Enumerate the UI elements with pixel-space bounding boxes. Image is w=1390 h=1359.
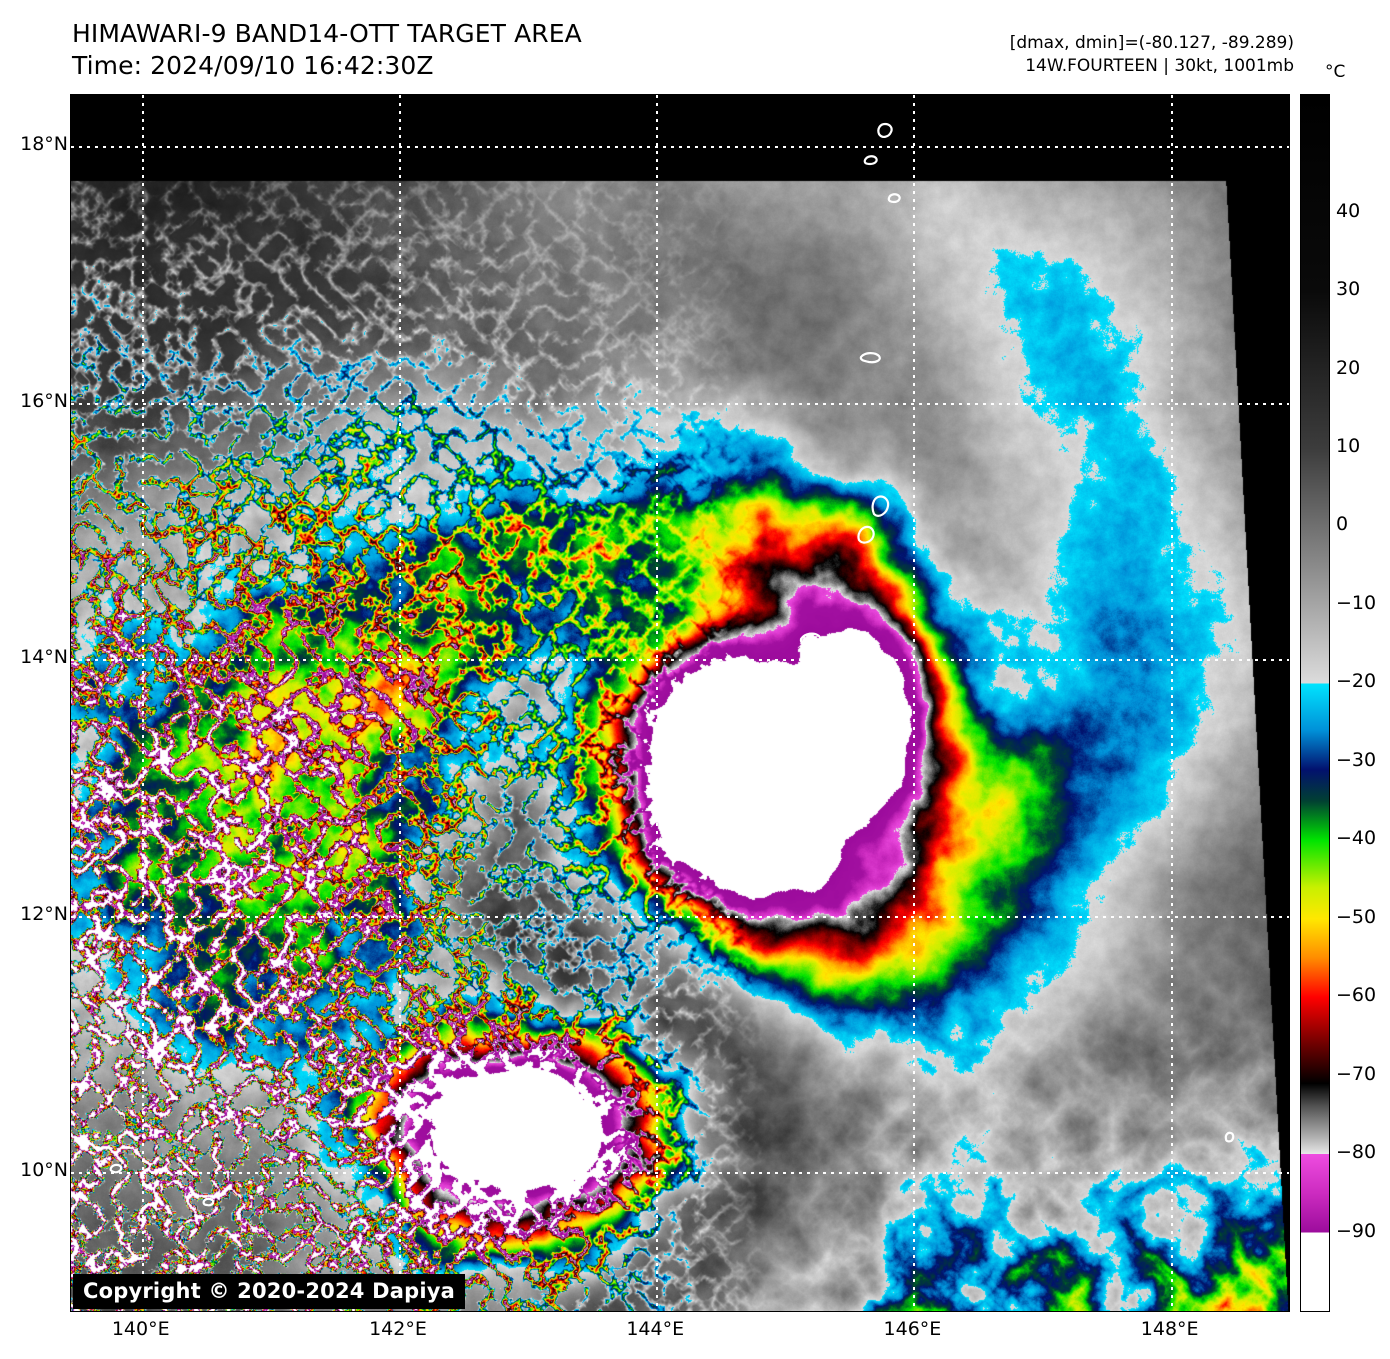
colorbar-tick-30: 30 (1336, 278, 1361, 301)
colorbar-tick--50: −50 (1336, 905, 1377, 928)
colorbar-tick--60: −60 (1336, 984, 1377, 1007)
lon-tick-146: 146°E (883, 1318, 942, 1340)
lon-tick-144: 144°E (626, 1318, 685, 1340)
lon-tick-148: 148°E (1140, 1318, 1199, 1340)
colorbar-tick--40: −40 (1336, 827, 1377, 850)
copyright-notice: Copyright © 2020-2024 Dapiya (73, 1274, 465, 1309)
lat-tick-10: 10°N (20, 1159, 68, 1182)
page-title: HIMAWARI-9 BAND14-OTT TARGET AREA (72, 19, 582, 48)
colorbar-tick--30: −30 (1336, 748, 1377, 771)
colorbar-tick--70: −70 (1336, 1062, 1377, 1085)
colorbar-tick--80: −80 (1336, 1141, 1377, 1164)
dmax-dmin-readout: [dmax, dmin]=(-80.127, -89.289) (1009, 33, 1294, 53)
storm-info: 14W.FOURTEEN | 30kt, 1001mb (1025, 56, 1294, 76)
colorbar-tick-0: 0 (1336, 513, 1349, 536)
lon-tick-142: 142°E (369, 1318, 427, 1340)
colorbar-tick--20: −20 (1336, 670, 1377, 693)
colorbar-unit-label: °C (1325, 62, 1346, 82)
colorbar-tick--10: −10 (1336, 591, 1377, 614)
timestamp: Time: 2024/09/10 16:42:30Z (72, 51, 434, 80)
temperature-colorbar[interactable] (1300, 94, 1330, 1312)
satellite-image-plot[interactable]: Copyright © 2020-2024 Dapiya (70, 94, 1290, 1312)
lat-tick-18: 18°N (20, 133, 68, 156)
lon-tick-140: 140°E (111, 1318, 170, 1340)
lat-tick-12: 12°N (20, 902, 68, 925)
title-block: HIMAWARI-9 BAND14-OTT TARGET AREA Time: … (72, 18, 582, 82)
colorbar-tick-20: 20 (1336, 356, 1361, 379)
colorbar-gradient (1301, 95, 1329, 1311)
colorbar-tick-40: 40 (1336, 199, 1361, 222)
colorbar-tick-10: 10 (1336, 435, 1361, 458)
satellite-imagery-canvas (71, 95, 1289, 1311)
lat-tick-14: 14°N (20, 646, 68, 669)
colorbar-tick--90: −90 (1336, 1219, 1377, 1242)
lat-tick-16: 16°N (20, 389, 68, 412)
metadata-block: [dmax, dmin]=(-80.127, -89.289) 14W.FOUR… (1010, 32, 1294, 78)
